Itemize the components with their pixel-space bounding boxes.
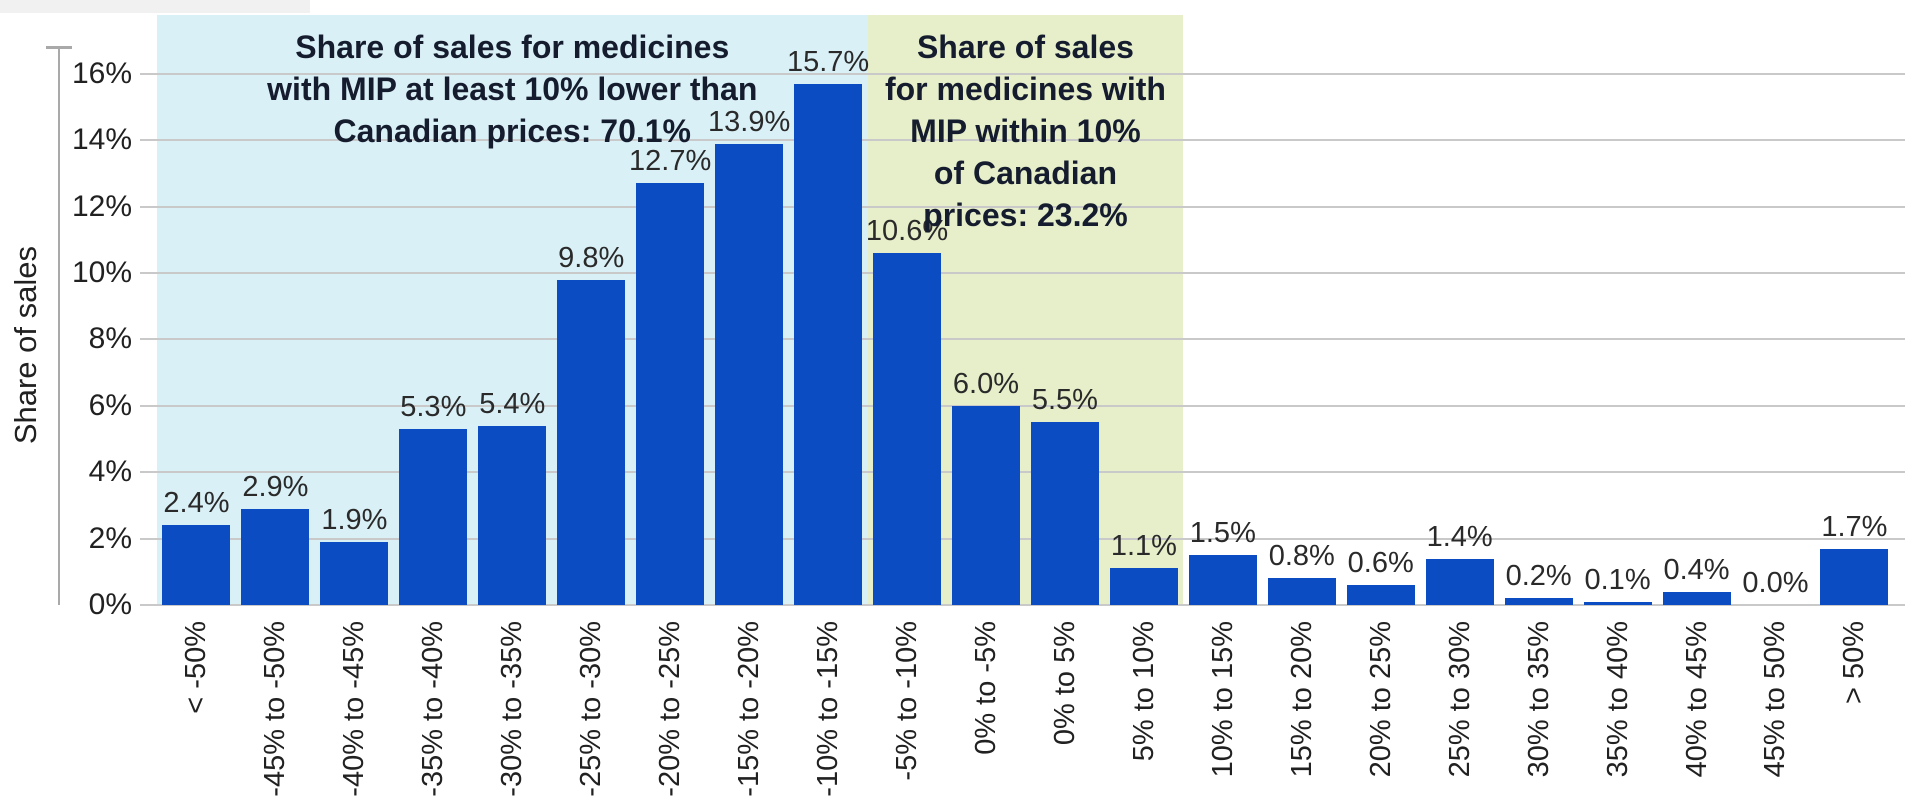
bar bbox=[320, 542, 389, 605]
bar-value-label: 1.7% bbox=[1821, 511, 1888, 543]
bar bbox=[1109, 568, 1178, 605]
bar-value-label: 13.9% bbox=[708, 106, 791, 138]
bar bbox=[1267, 578, 1336, 605]
gridline-4% bbox=[140, 471, 1905, 474]
bar bbox=[557, 280, 626, 605]
y-tick-label: 2% bbox=[88, 521, 132, 555]
gridline-2% bbox=[140, 537, 1905, 540]
bar bbox=[1662, 592, 1731, 605]
gridline-14% bbox=[140, 139, 1905, 142]
cropped-element-artifact bbox=[0, 0, 310, 13]
y-tick-label: 12% bbox=[71, 189, 132, 223]
gridline-0% bbox=[140, 604, 1905, 606]
bar bbox=[1188, 555, 1257, 605]
x-tick-label: 35% to 40% bbox=[1601, 621, 1634, 778]
bar bbox=[636, 183, 705, 605]
gridline-6% bbox=[140, 404, 1905, 407]
x-tick-label: 0% to -5% bbox=[969, 621, 1002, 755]
x-tick-label: 5% to 10% bbox=[1127, 621, 1160, 762]
x-tick-label: 25% to 30% bbox=[1443, 621, 1476, 778]
bar-value-label: 0.6% bbox=[1347, 547, 1414, 579]
x-tick-label: 40% to 45% bbox=[1680, 621, 1713, 778]
bar-value-label: 10.6% bbox=[865, 215, 949, 247]
bar bbox=[1425, 559, 1494, 605]
bar bbox=[1346, 585, 1415, 605]
bar bbox=[1820, 549, 1889, 605]
x-tick-label: 45% to 50% bbox=[1759, 621, 1792, 778]
bar bbox=[1583, 602, 1652, 605]
y-axis-line bbox=[58, 47, 60, 605]
y-tick-label: 10% bbox=[71, 256, 132, 290]
x-tick-label: -30% to -35% bbox=[496, 621, 529, 797]
annotation-mip-within-10pct: Share of sales for medicines with MIP wi… bbox=[884, 29, 1166, 233]
bar bbox=[399, 429, 468, 605]
x-tick-label: -40% to -45% bbox=[338, 621, 371, 797]
y-tick-label: 4% bbox=[88, 455, 132, 489]
bar-value-label: 0.2% bbox=[1505, 560, 1572, 592]
bar-value-label: 0.8% bbox=[1268, 540, 1335, 572]
x-tick-label: < -50% bbox=[180, 621, 213, 714]
bar-value-label: 0.0% bbox=[1742, 567, 1809, 599]
x-tick-label: -20% to -25% bbox=[654, 621, 687, 797]
gridline-16% bbox=[140, 72, 1905, 75]
bar bbox=[951, 406, 1020, 605]
x-tick-label: 30% to 35% bbox=[1522, 621, 1555, 778]
y-tick-label: 14% bbox=[71, 123, 132, 157]
bar bbox=[241, 509, 310, 605]
x-tick-label: 15% to 20% bbox=[1285, 621, 1318, 778]
y-tick-label: 6% bbox=[88, 388, 132, 422]
gridline-8% bbox=[140, 338, 1905, 341]
bar-value-label: 0.1% bbox=[1584, 564, 1651, 596]
bar-value-label: 2.4% bbox=[163, 487, 230, 519]
bar-value-label: 5.4% bbox=[479, 388, 546, 420]
bar-value-label: 1.4% bbox=[1426, 521, 1493, 553]
bar bbox=[715, 144, 784, 605]
x-tick-label: 20% to 25% bbox=[1364, 621, 1397, 778]
bar bbox=[478, 426, 547, 605]
bar-value-label: 6.0% bbox=[952, 368, 1020, 400]
bar bbox=[873, 253, 942, 605]
bar-value-label: 12.7% bbox=[629, 145, 712, 177]
bar-value-label: 5.3% bbox=[400, 391, 467, 423]
gridline-10% bbox=[140, 272, 1905, 275]
x-tick-label: 10% to 15% bbox=[1206, 621, 1239, 778]
bar-value-label: 9.8% bbox=[558, 242, 625, 274]
bar bbox=[1504, 598, 1573, 605]
y-axis-title: Share of sales bbox=[8, 246, 43, 445]
bar-value-label: 5.5% bbox=[1031, 384, 1098, 416]
bar-value-label: 2.9% bbox=[242, 471, 309, 503]
bar-value-label: 15.7% bbox=[786, 46, 870, 78]
bar-value-label: 1.9% bbox=[321, 504, 388, 536]
x-tick-label: > 50% bbox=[1838, 621, 1871, 705]
x-tick-label: 0% to 5% bbox=[1048, 621, 1081, 746]
y-axis-cap bbox=[46, 46, 72, 49]
bar-value-label: 1.1% bbox=[1110, 530, 1177, 562]
y-tick-label: 0% bbox=[88, 588, 132, 621]
x-tick-label: -45% to -50% bbox=[259, 621, 292, 797]
x-tick-label: -10% to -15% bbox=[812, 621, 845, 797]
bar-value-label: 1.5% bbox=[1189, 517, 1256, 549]
y-tick-label: 8% bbox=[88, 322, 132, 356]
x-tick-label: -15% to -20% bbox=[733, 621, 766, 797]
annotation-mip-lower-than-canadian: Share of sales for medicines with MIP at… bbox=[267, 29, 758, 149]
bar bbox=[794, 84, 863, 605]
x-tick-label: -35% to -40% bbox=[417, 621, 450, 797]
bar bbox=[1030, 422, 1099, 605]
x-tick-label: -25% to -30% bbox=[575, 621, 608, 797]
gridline-12% bbox=[140, 205, 1905, 208]
x-tick-label: -5% to -10% bbox=[891, 621, 924, 781]
bar-value-label: 0.4% bbox=[1663, 554, 1730, 586]
y-tick-label: 16% bbox=[71, 56, 132, 90]
bar bbox=[162, 525, 231, 605]
